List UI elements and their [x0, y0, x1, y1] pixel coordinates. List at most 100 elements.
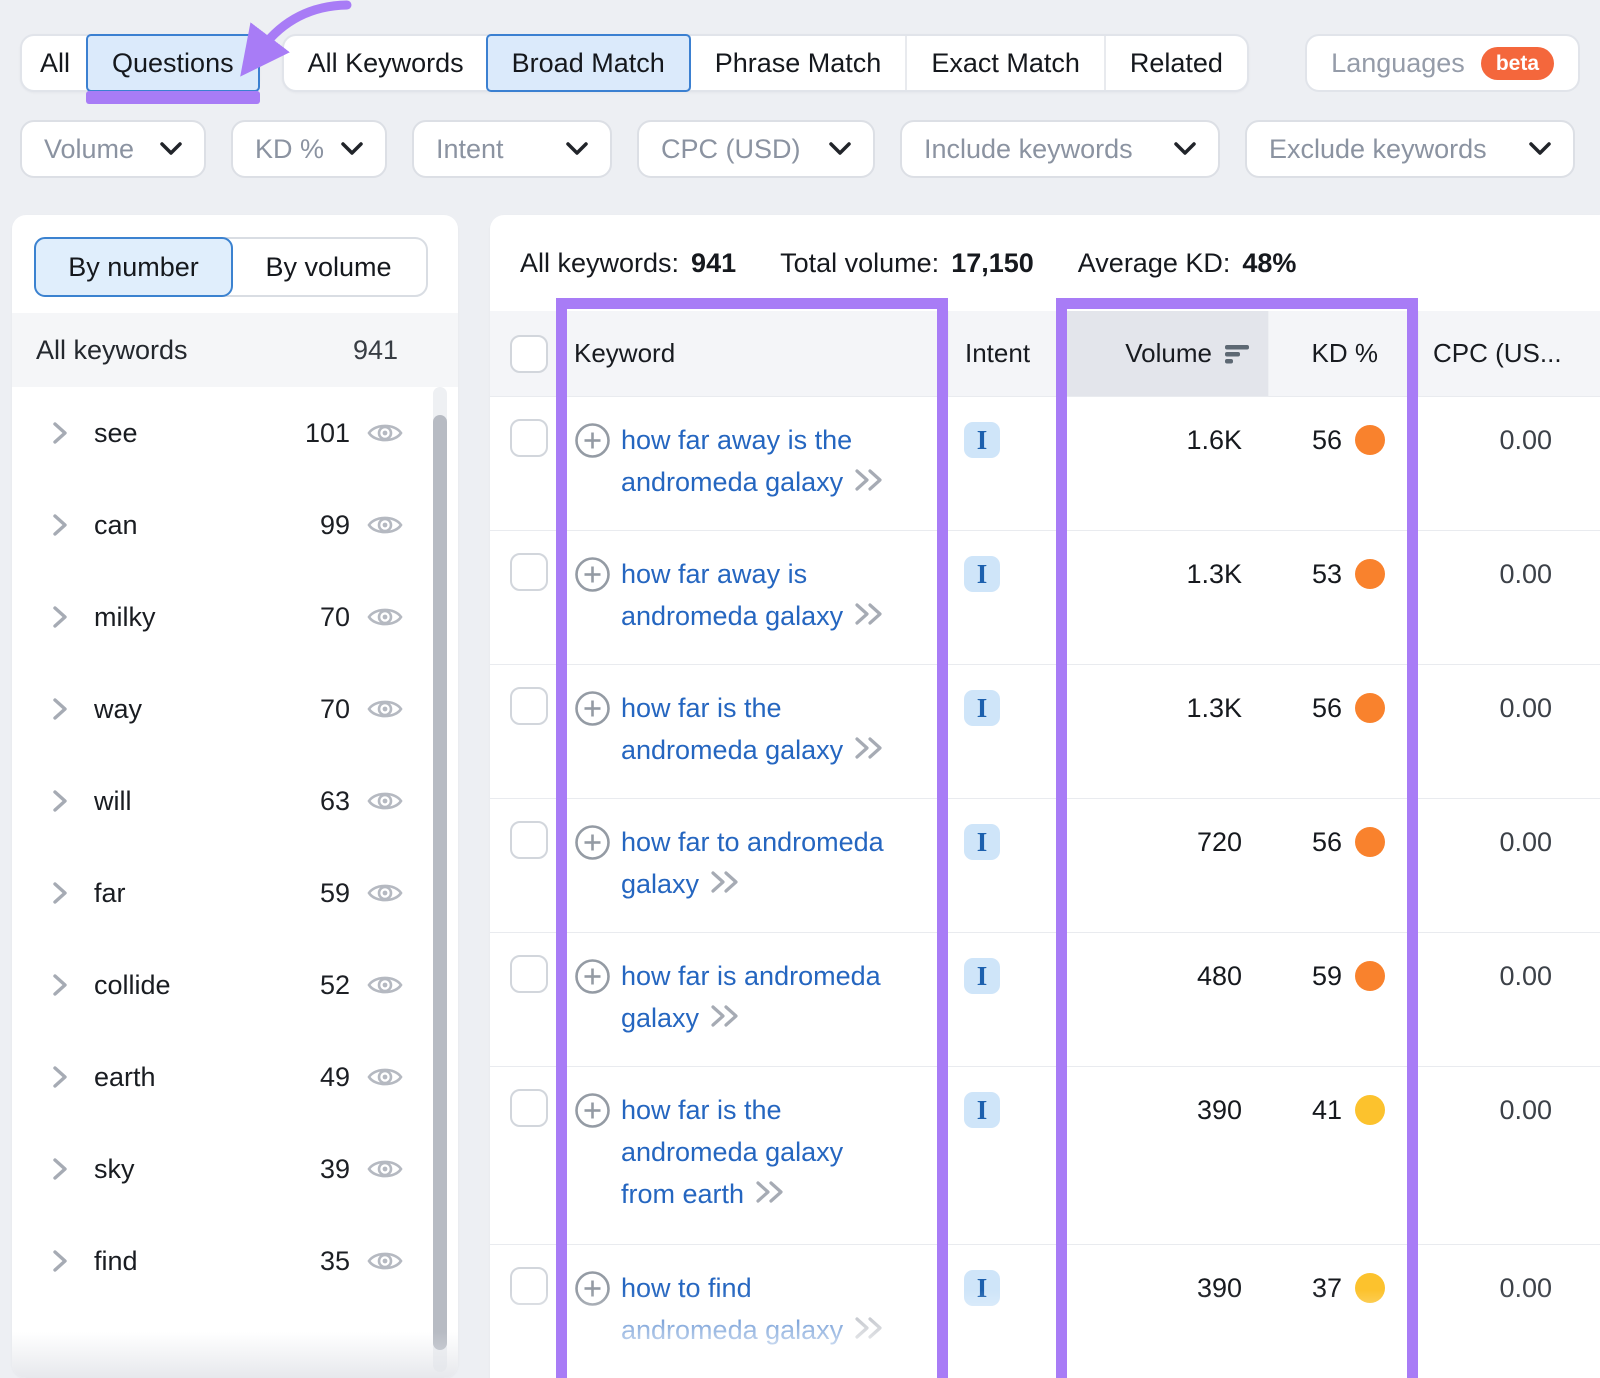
keyword-group-item[interactable]: earth 49	[12, 1031, 458, 1123]
row-checkbox[interactable]	[510, 553, 548, 591]
group-label: collide	[94, 970, 171, 1001]
row-checkbox[interactable]	[510, 821, 548, 859]
intent-badge[interactable]: I	[964, 958, 1000, 994]
chevron-right-icon[interactable]	[50, 420, 70, 446]
add-keyword-icon[interactable]	[574, 1270, 611, 1307]
volume-filter[interactable]: Volume	[20, 120, 206, 178]
eye-icon[interactable]	[366, 879, 404, 907]
intent-filter[interactable]: Intent	[412, 120, 612, 178]
tab-related[interactable]: Related	[1104, 36, 1247, 90]
cpc-column-header[interactable]: CPC (US...	[1418, 311, 1600, 396]
add-keyword-icon[interactable]	[574, 958, 611, 995]
chevron-right-icon[interactable]	[50, 788, 70, 814]
tab-all[interactable]: All	[22, 36, 88, 90]
keyword-link[interactable]: how far away is andromeda galaxy	[621, 553, 885, 637]
eye-icon[interactable]	[366, 1247, 404, 1275]
double-chevron-right-icon[interactable]	[709, 1002, 741, 1030]
double-chevron-right-icon[interactable]	[853, 734, 885, 762]
double-chevron-right-icon[interactable]	[709, 868, 741, 896]
kd-filter[interactable]: KD %	[231, 120, 387, 178]
add-keyword-icon[interactable]	[574, 1092, 611, 1129]
keyword-column-header[interactable]: Keyword	[556, 311, 948, 396]
keyword-group-item[interactable]: find 35	[12, 1215, 458, 1307]
row-checkbox[interactable]	[510, 419, 548, 457]
by-number-toggle[interactable]: By number	[34, 237, 233, 297]
chevron-right-icon[interactable]	[50, 972, 70, 998]
keyword-group-item[interactable]: milky 70	[12, 571, 458, 663]
all-keywords-count: 941	[353, 335, 398, 366]
double-chevron-right-icon[interactable]	[853, 600, 885, 628]
intent-badge[interactable]: I	[964, 1270, 1000, 1306]
keyword-group-item[interactable]: can 99	[12, 479, 458, 571]
double-chevron-right-icon[interactable]	[754, 1178, 786, 1206]
keyword-group-item[interactable]: collide 52	[12, 939, 458, 1031]
chevron-right-icon[interactable]	[50, 880, 70, 906]
chevron-right-icon[interactable]	[50, 1064, 70, 1090]
row-checkbox[interactable]	[510, 687, 548, 725]
include-keywords-filter[interactable]: Include keywords	[900, 120, 1220, 178]
kd-value: 53	[1312, 559, 1342, 590]
keyword-link[interactable]: how to find andromeda galaxy	[621, 1267, 885, 1351]
eye-icon[interactable]	[366, 787, 404, 815]
chevron-right-icon[interactable]	[50, 512, 70, 538]
keyword-group-item[interactable]: see 101	[12, 387, 458, 479]
intent-badge[interactable]: I	[964, 556, 1000, 592]
keyword-link[interactable]: how far is the andromeda galaxy from ear…	[621, 1089, 843, 1215]
intent-filter-label: Intent	[436, 134, 504, 165]
intent-column-header[interactable]: Intent	[948, 311, 1056, 396]
by-number-label: By number	[68, 252, 199, 283]
kd-column-header[interactable]: KD %	[1268, 311, 1418, 396]
chevron-right-icon[interactable]	[50, 1156, 70, 1182]
tab-broad-match[interactable]: Broad Match	[486, 34, 691, 92]
tab-exact-match[interactable]: Exact Match	[905, 36, 1104, 90]
row-checkbox[interactable]	[510, 1267, 548, 1305]
match-type-group: All Keywords Broad Match Phrase Match Ex…	[282, 34, 1249, 92]
intent-badge[interactable]: I	[964, 824, 1000, 860]
eye-icon[interactable]	[366, 603, 404, 631]
intent-badge[interactable]: I	[964, 1092, 1000, 1128]
eye-icon[interactable]	[366, 1155, 404, 1183]
row-checkbox[interactable]	[510, 955, 548, 993]
keyword-groups-sidebar: By number By volume All keywords 941 see…	[12, 215, 458, 1378]
chevron-right-icon[interactable]	[50, 604, 70, 630]
tab-phrase-match[interactable]: Phrase Match	[689, 36, 906, 90]
double-chevron-right-icon[interactable]	[853, 1314, 885, 1342]
group-label: see	[94, 418, 138, 449]
intent-badge[interactable]: I	[964, 690, 1000, 726]
row-checkbox[interactable]	[510, 1089, 548, 1127]
keyword-group-item[interactable]: will 63	[12, 755, 458, 847]
eye-icon[interactable]	[366, 419, 404, 447]
keyword-link[interactable]: how far to andromeda galaxy	[621, 821, 884, 905]
sidebar-scrollbar-thumb[interactable]	[433, 415, 447, 1350]
chevron-right-icon[interactable]	[50, 1248, 70, 1274]
all-keywords-group-header[interactable]: All keywords 941	[12, 313, 458, 387]
tab-all-keywords[interactable]: All Keywords	[284, 36, 488, 90]
exclude-keywords-filter[interactable]: Exclude keywords	[1245, 120, 1575, 178]
keyword-group-item[interactable]: way 70	[12, 663, 458, 755]
volume-column-header[interactable]: Volume	[1056, 311, 1268, 396]
by-volume-toggle[interactable]: By volume	[231, 239, 426, 295]
tab-questions[interactable]: Questions	[86, 34, 260, 92]
eye-icon[interactable]	[366, 971, 404, 999]
languages-dropdown[interactable]: Languages beta	[1305, 34, 1580, 92]
keyword-group-item[interactable]: sky 39	[12, 1123, 458, 1215]
kd-value: 56	[1312, 827, 1342, 858]
add-keyword-icon[interactable]	[574, 824, 611, 861]
eye-icon[interactable]	[366, 695, 404, 723]
add-keyword-icon[interactable]	[574, 556, 611, 593]
select-all-checkbox[interactable]	[510, 335, 548, 373]
intent-badge[interactable]: I	[964, 422, 1000, 458]
keyword-link[interactable]: how far is andromeda galaxy	[621, 955, 881, 1039]
cpc-filter[interactable]: CPC (USD)	[637, 120, 875, 178]
add-keyword-icon[interactable]	[574, 690, 611, 727]
keyword-group-item[interactable]: far 59	[12, 847, 458, 939]
eye-icon[interactable]	[366, 511, 404, 539]
keyword-link[interactable]: how far is the andromeda galaxy	[621, 687, 885, 771]
add-keyword-icon[interactable]	[574, 422, 611, 459]
kd-value: 56	[1312, 425, 1342, 456]
chevron-right-icon[interactable]	[50, 696, 70, 722]
keyword-link[interactable]: how far away is the andromeda galaxy	[621, 419, 885, 503]
eye-icon[interactable]	[366, 1063, 404, 1091]
double-chevron-right-icon[interactable]	[853, 466, 885, 494]
keyword-group-list: see 101 can 99 milky 70 way 70 will 63 f…	[12, 387, 458, 1307]
